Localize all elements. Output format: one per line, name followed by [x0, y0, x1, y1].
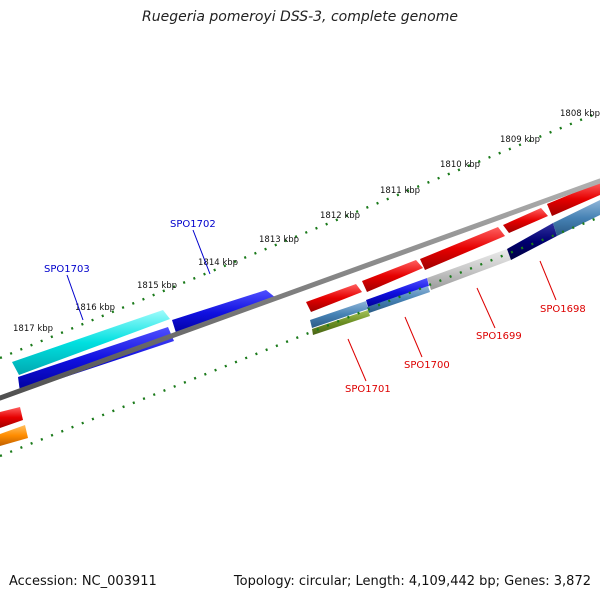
gene-spo1701[interactable] — [312, 310, 370, 335]
tick-labels: 1808 kbp 1809 kbp 1810 kbp 1811 kbp 1812… — [13, 109, 600, 334]
gene-spo1703[interactable] — [12, 310, 170, 375]
gene-label-spo1698[interactable]: SPO1698 — [540, 304, 586, 315]
leader-spo1699 — [476, 287, 496, 329]
tick-label: 1816 kbp — [75, 303, 115, 313]
gene-red-1[interactable] — [306, 284, 362, 312]
gene-red-4[interactable] — [503, 208, 548, 233]
leader-spo1700 — [404, 316, 423, 358]
gene-red-2[interactable] — [362, 260, 423, 292]
label-leader-lines — [66, 229, 557, 382]
tick-label: 1817 kbp — [13, 324, 53, 334]
tick-label: 1813 kbp — [259, 235, 299, 245]
gene-red-3[interactable] — [420, 227, 505, 270]
gene-label-spo1703[interactable]: SPO1703 — [44, 264, 90, 275]
leader-spo1701 — [347, 338, 367, 382]
outer-dotted-ruler — [0, 110, 600, 360]
genome-backbone — [0, 178, 600, 401]
leader-spo1703 — [66, 274, 84, 321]
gene-label-spo1700[interactable]: SPO1700 — [404, 360, 450, 371]
gene-steelblue-a[interactable] — [310, 301, 368, 328]
tick-label: 1812 kbp — [320, 211, 360, 221]
gene-left-orange[interactable] — [0, 425, 28, 446]
gene-labels: SPO1703 SPO1702 SPO1701 SPO1700 SPO1699 … — [44, 219, 586, 395]
leader-spo1702 — [192, 229, 211, 275]
gene-spo1698[interactable] — [507, 223, 557, 260]
map-title: Ruegeria pomeroyi DSS-3, complete genome — [142, 9, 458, 25]
genome-summary: Topology: circular; Length: 4,109,442 bp… — [233, 574, 591, 589]
tick-label: 1814 kbp — [198, 258, 238, 268]
inner-gene-row — [0, 200, 600, 446]
tick-label: 1811 kbp — [380, 186, 420, 196]
accession-label: Accession: NC_003911 — [9, 574, 157, 589]
gene-label-spo1702[interactable]: SPO1702 — [170, 219, 216, 230]
leader-spo1698 — [539, 260, 557, 301]
gene-label-spo1699[interactable]: SPO1699 — [476, 331, 522, 342]
gene-spo1700[interactable] — [367, 286, 430, 313]
tick-label: 1815 kbp — [137, 281, 177, 291]
gene-red-5[interactable] — [547, 182, 600, 216]
gene-spo1700-blue[interactable] — [366, 278, 429, 307]
gene-steelblue-b[interactable] — [553, 200, 600, 236]
tick-label: 1808 kbp — [560, 109, 600, 119]
tick-label: 1810 kbp — [440, 160, 480, 170]
tick-label: 1809 kbp — [500, 135, 540, 145]
gene-left-red[interactable] — [0, 407, 23, 428]
gene-spo1699[interactable] — [427, 249, 511, 290]
gene-label-spo1701[interactable]: SPO1701 — [345, 384, 391, 395]
